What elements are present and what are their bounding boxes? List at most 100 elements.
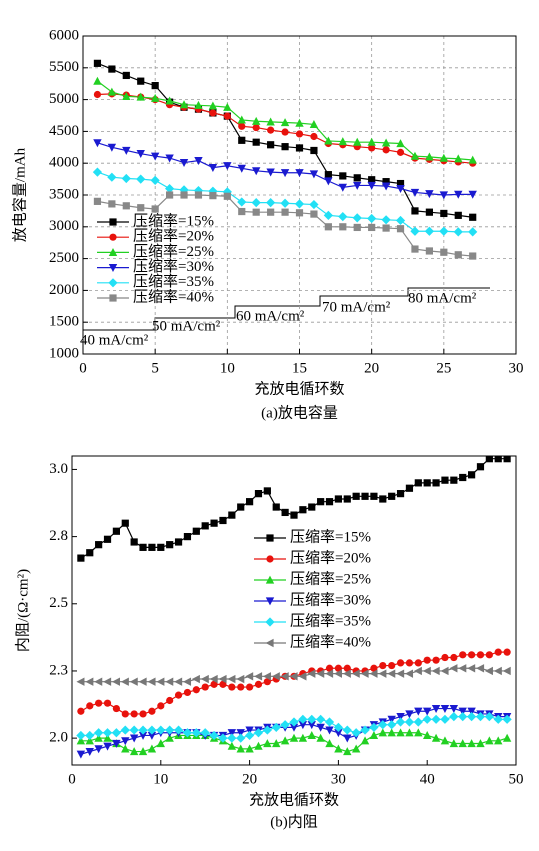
legend-label: 压缩率=15% [290, 528, 371, 545]
marker [494, 736, 503, 745]
marker [467, 739, 476, 748]
marker [440, 666, 449, 676]
marker [237, 503, 245, 511]
marker [338, 183, 347, 192]
marker [458, 712, 468, 722]
marker [295, 118, 304, 127]
marker [174, 691, 183, 699]
marker [108, 200, 116, 208]
marker [95, 541, 103, 549]
marker [378, 720, 388, 730]
marker [485, 456, 493, 463]
marker [136, 174, 146, 184]
marker [93, 90, 102, 99]
legend-marker [108, 248, 118, 256]
x-tick-label: 30 [331, 771, 346, 787]
marker [298, 721, 308, 730]
marker [194, 100, 203, 109]
marker [353, 174, 361, 182]
marker [485, 736, 494, 745]
marker [454, 190, 463, 199]
marker [129, 734, 139, 743]
marker [147, 677, 156, 686]
marker [343, 747, 352, 756]
marker [194, 157, 203, 166]
marker [343, 664, 351, 672]
marker [251, 198, 261, 208]
marker [405, 728, 414, 737]
marker [342, 669, 351, 678]
marker [223, 112, 231, 120]
marker [246, 498, 254, 506]
y-tick-label: 2.3 [49, 662, 68, 678]
marker [236, 729, 245, 738]
marker [316, 733, 325, 742]
marker [381, 182, 391, 191]
marker [368, 223, 376, 232]
marker [280, 118, 290, 127]
marker [107, 172, 117, 182]
marker [493, 714, 503, 724]
marker [227, 733, 237, 743]
marker [103, 733, 112, 742]
marker [94, 745, 103, 754]
annotation: 70 mA/cm² [322, 299, 391, 315]
marker [450, 476, 458, 484]
marker [423, 731, 432, 740]
marker [450, 653, 458, 662]
marker [281, 508, 289, 517]
legend-label: 压缩率=20% [290, 549, 371, 566]
marker [309, 170, 319, 179]
y-tick-label: 2500 [49, 250, 79, 266]
marker [423, 656, 431, 664]
marker [405, 484, 414, 492]
marker [360, 669, 369, 678]
marker [367, 213, 377, 224]
marker [343, 495, 351, 503]
marker [298, 733, 308, 742]
marker [200, 674, 209, 684]
y-tick-label: 4000 [49, 155, 79, 171]
marker [254, 680, 263, 688]
legend-marker [108, 264, 118, 272]
marker [467, 707, 476, 716]
marker [388, 661, 396, 670]
marker [439, 226, 449, 236]
y-tick-label: 2.0 [49, 730, 68, 746]
marker [76, 736, 86, 745]
marker [413, 666, 422, 676]
marker [414, 659, 422, 667]
marker [468, 227, 478, 237]
marker [107, 87, 117, 96]
marker [378, 728, 387, 737]
y-axis-label: 内阻/(Ω·cm²) [14, 569, 31, 652]
y-tick-label: 4500 [49, 123, 79, 139]
marker [219, 516, 227, 525]
series [93, 191, 477, 260]
marker [379, 495, 387, 503]
marker [94, 728, 104, 738]
marker [236, 744, 245, 753]
marker [431, 666, 440, 676]
marker [441, 476, 449, 484]
legend-marker [108, 278, 118, 288]
x-tick-label: 25 [436, 360, 451, 376]
marker [180, 191, 188, 199]
marker [431, 704, 441, 713]
marker [122, 71, 130, 80]
marker [219, 680, 227, 688]
marker [223, 102, 232, 111]
marker [440, 736, 450, 745]
marker [174, 677, 183, 686]
marker [502, 714, 512, 724]
marker [353, 181, 362, 190]
y-tick-label: 6000 [49, 27, 79, 43]
marker [411, 245, 419, 253]
marker [218, 733, 228, 743]
marker [151, 82, 159, 90]
marker [439, 191, 449, 200]
marker [298, 672, 307, 681]
marker [223, 192, 231, 200]
marker [237, 683, 245, 691]
marker [388, 492, 396, 500]
